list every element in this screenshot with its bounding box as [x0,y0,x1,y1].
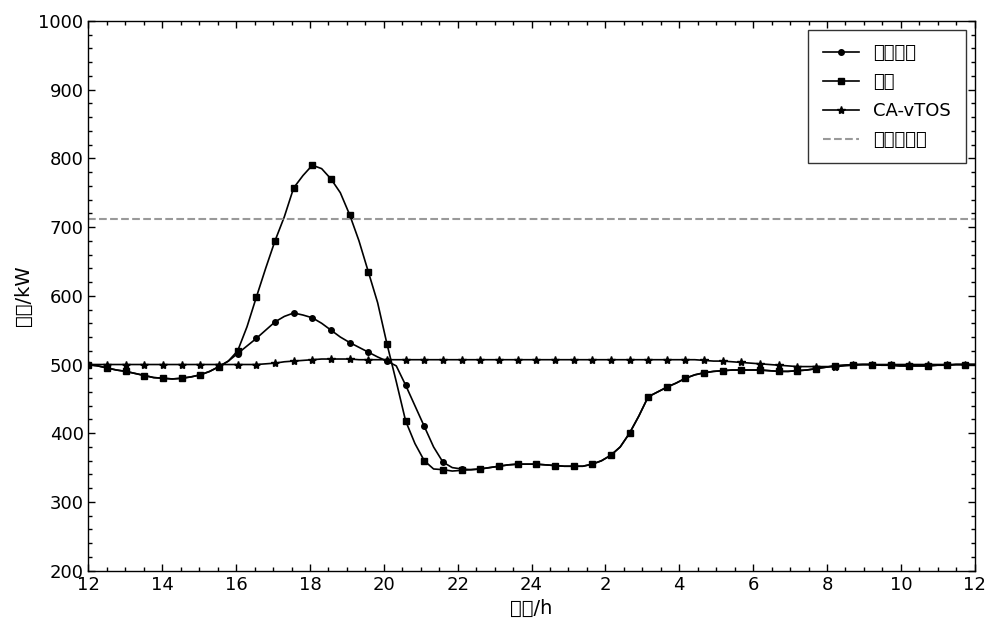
无序 [969,361,981,368]
基本负荷 [82,361,94,368]
Legend: 基本负荷, 无序, CA-vTOS, 变压器容量: 基本负荷, 无序, CA-vTOS, 变压器容量 [808,30,966,163]
CA-vTOS [204,361,216,368]
Line: 无序: 无序 [86,162,977,474]
无序 [204,368,216,375]
基本负荷 [344,339,356,346]
基本负荷 [577,463,589,470]
无序 [306,161,318,169]
无序 [913,362,925,370]
基本负荷 [549,462,561,470]
CA-vTOS [568,356,580,363]
变压器容量 [82,215,94,222]
基本负荷 [204,368,216,375]
无序 [446,467,458,475]
Line: CA-vTOS: CA-vTOS [84,355,979,371]
CA-vTOS [82,361,94,368]
X-axis label: 时刻/h: 时刻/h [510,599,553,618]
无序 [484,464,496,471]
Y-axis label: 负荷/kW: 负荷/kW [14,265,33,326]
无序 [82,361,94,368]
CA-vTOS [540,356,552,363]
无序 [577,463,589,470]
CA-vTOS [791,363,803,370]
CA-vTOS [969,361,981,368]
CA-vTOS [344,355,356,363]
基本负荷 [484,464,496,471]
基本负荷 [969,361,981,368]
基本负荷 [288,309,300,317]
无序 [549,462,561,470]
基本负荷 [913,362,925,370]
Line: 基本负荷: 基本负荷 [86,310,977,473]
变压器容量 [119,215,131,222]
CA-vTOS [474,356,486,363]
基本负荷 [465,466,477,473]
CA-vTOS [913,361,925,368]
无序 [344,211,356,219]
CA-vTOS [316,355,328,363]
